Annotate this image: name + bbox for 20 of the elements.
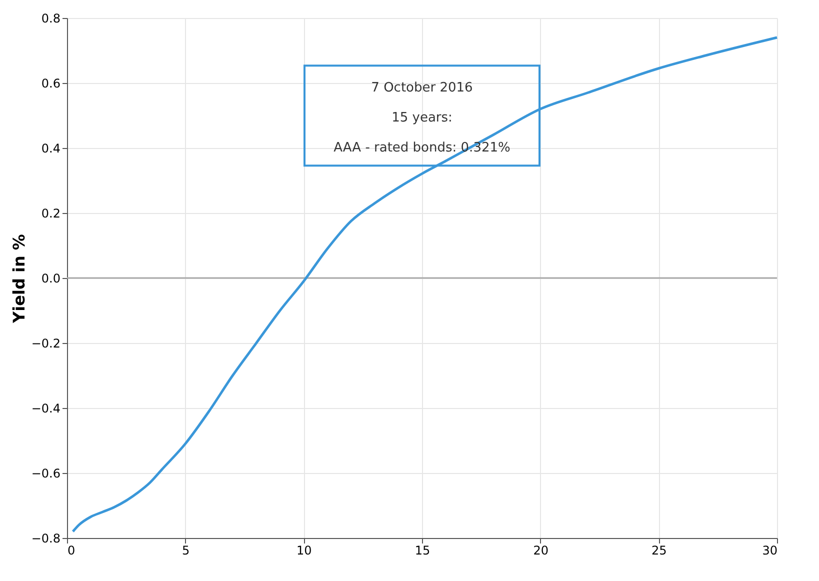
y-tick-label: 0.8 [41,12,60,26]
line-series [72,36,778,533]
x-tick-label: 30 [762,544,778,558]
y-tick-label: 0.4 [41,142,60,156]
y-tick-label: −0.4 [31,402,60,416]
y-tick-label: 0.2 [41,206,60,220]
y-tick-label: −0.6 [31,466,60,480]
y-tick-label: 0.0 [41,272,60,286]
y-tick-label: −0.8 [31,532,60,546]
annotation: 15 years: [392,110,452,126]
y-tick-label: 0.6 [41,76,60,90]
y-tick-label: −0.2 [31,336,60,350]
x-tick-label: 10 [296,544,312,558]
x-tick-label: 20 [533,544,548,558]
y-axis-title: Yield in % [9,234,28,324]
x-tick-label: 5 [182,544,190,558]
annotation: 7 October 2016 [371,80,473,96]
x-tick-label: 0 [68,544,76,558]
x-tick-label: 15 [414,544,430,558]
x-tick-label: 25 [652,544,667,558]
